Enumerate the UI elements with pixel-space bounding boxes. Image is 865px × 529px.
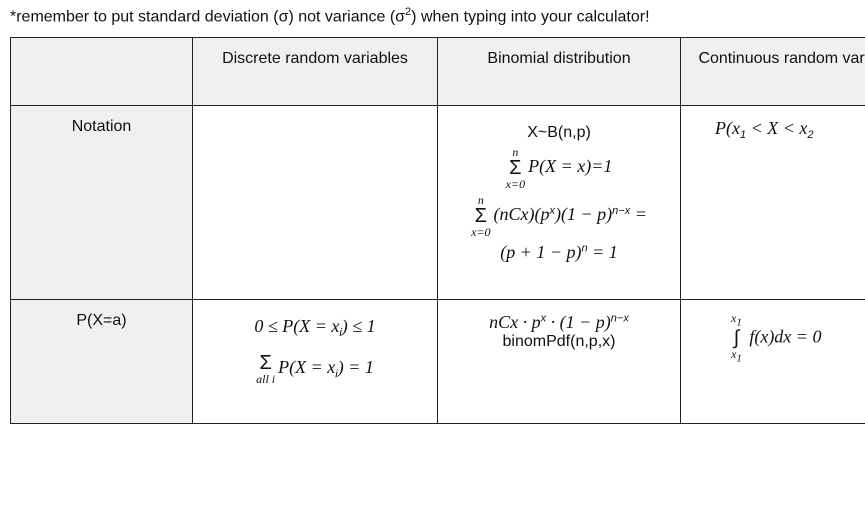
cell: P(x1 < X < x2 xyxy=(680,105,865,300)
expr: P(X = x xyxy=(278,357,336,378)
sum-bottom: x=0 xyxy=(471,225,491,239)
sum-top: n xyxy=(512,145,519,159)
expr: ) ≤ 1 xyxy=(341,316,376,336)
note: *remember to put standard deviation (σ) … xyxy=(10,6,650,26)
int-bottom: x1 xyxy=(731,348,742,364)
sup: n−x xyxy=(612,204,631,217)
expr: (nCx)(p xyxy=(493,204,550,225)
formula: 0 ≤ P(X = xi) ≤ 1 xyxy=(197,316,433,339)
cell xyxy=(10,37,193,106)
row-label: Notation xyxy=(10,105,193,300)
cell xyxy=(192,105,438,300)
expr: ) = 1 xyxy=(337,357,374,378)
sub: 1 xyxy=(736,316,742,329)
sup: x xyxy=(549,204,556,217)
expr: )(1 − p) xyxy=(555,204,613,225)
sub: 1 xyxy=(736,352,742,365)
int-top: x1 xyxy=(731,312,742,328)
expr: (p + 1 − p) xyxy=(500,242,582,262)
formula: nCx · px · (1 − p)n−x xyxy=(442,312,676,333)
row-label: P(X=a) xyxy=(10,299,193,424)
sigma: Σ xyxy=(259,352,272,375)
header-cell: Discrete random variables xyxy=(192,37,438,106)
sub: i xyxy=(339,327,342,340)
sum-bottom: x=0 xyxy=(505,177,526,191)
expr: nCx · p xyxy=(489,312,541,332)
note-text: ) when typing into your calculator! xyxy=(411,8,650,26)
expr: = 1 xyxy=(587,242,618,262)
expr: · (1 − p) xyxy=(546,312,611,332)
table: Discrete random variables Binomial distr… xyxy=(10,37,865,424)
formula: (p + 1 − p)n = 1 xyxy=(442,242,676,263)
formula: X~B(n,p) xyxy=(527,124,591,141)
note-text: *remember to put standard deviation (σ) … xyxy=(10,8,406,26)
sigma: Σ xyxy=(509,157,522,179)
cell: nCx · px · (1 − p)n−x binomPdf(n,p,x) xyxy=(437,299,681,424)
expr: P(X = x)=1 xyxy=(528,156,613,177)
header-cell: Binomial distribution xyxy=(437,37,681,106)
sub: 2 xyxy=(807,129,814,142)
cell: x1 ∫ x1 f(x)dx = 0 xyxy=(680,299,865,424)
sub: 1 xyxy=(739,129,747,142)
expr: < X < x xyxy=(746,118,808,138)
expr: = xyxy=(630,204,647,225)
expr: f(x)dx = 0 xyxy=(744,326,822,347)
sup: x xyxy=(540,312,547,325)
sup: n−x xyxy=(610,312,629,325)
text: x xyxy=(731,311,737,325)
sup: n xyxy=(581,242,588,255)
integral: ∫ xyxy=(733,327,740,350)
expr: P(x xyxy=(715,118,740,138)
sub: i xyxy=(335,368,338,381)
formula: binomPdf(n,p,x) xyxy=(502,333,616,350)
sigma: Σ xyxy=(474,205,488,227)
sum-bottom: all i xyxy=(256,372,276,387)
note-sup: 2 xyxy=(405,6,412,18)
expr: 0 ≤ P(X = x xyxy=(254,316,340,336)
table-wrap: Discrete random variables Binomial distr… xyxy=(10,37,865,427)
header-row: Discrete random variables Binomial distr… xyxy=(10,37,865,106)
header-cell: Continuous random variables xyxy=(680,37,865,106)
text: x xyxy=(731,347,737,362)
sum-top: n xyxy=(477,193,484,207)
